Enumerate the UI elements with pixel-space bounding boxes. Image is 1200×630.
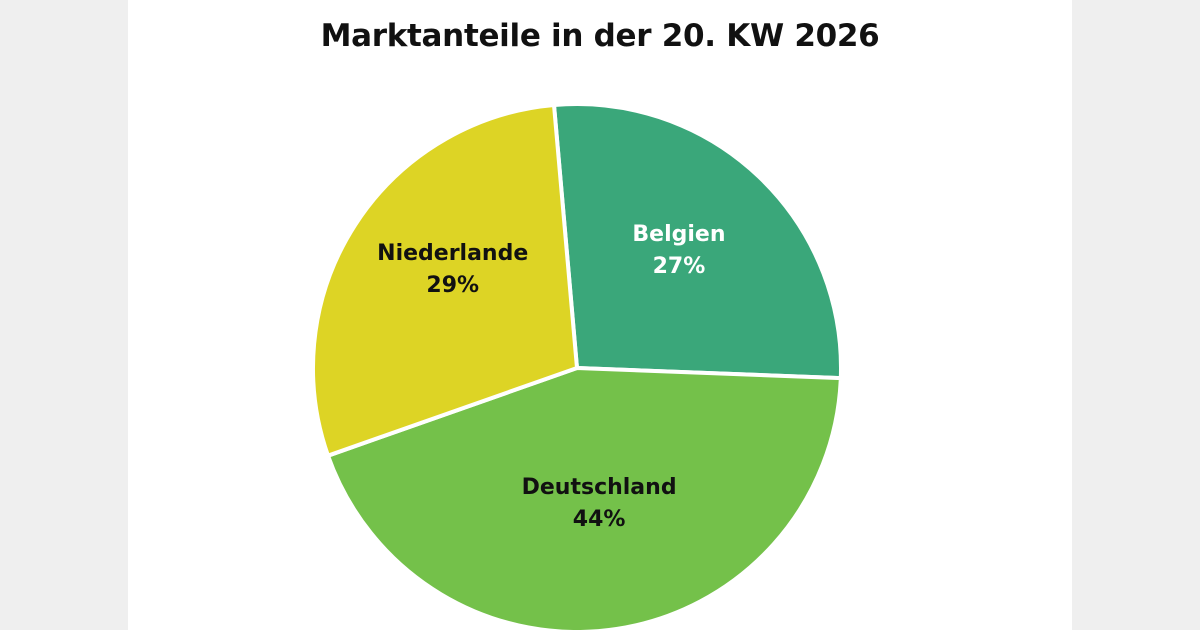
- slice-value-niederlande: 29%: [426, 273, 479, 298]
- slice-value-deutschland: 44%: [573, 507, 626, 532]
- chart-title: Marktanteile in der 20. KW 2026: [320, 18, 880, 54]
- slice-value-belgien: 27%: [653, 254, 706, 279]
- slice-label-belgien: Belgien: [632, 222, 725, 247]
- slice-label-niederlande: Niederlande: [377, 241, 528, 266]
- pie-slice-deutschland: [325, 366, 843, 630]
- pie-slice-belgien: [551, 102, 843, 381]
- pie-slice-niederlande: [311, 103, 579, 458]
- slice-label-deutschland: Deutschland: [522, 475, 677, 500]
